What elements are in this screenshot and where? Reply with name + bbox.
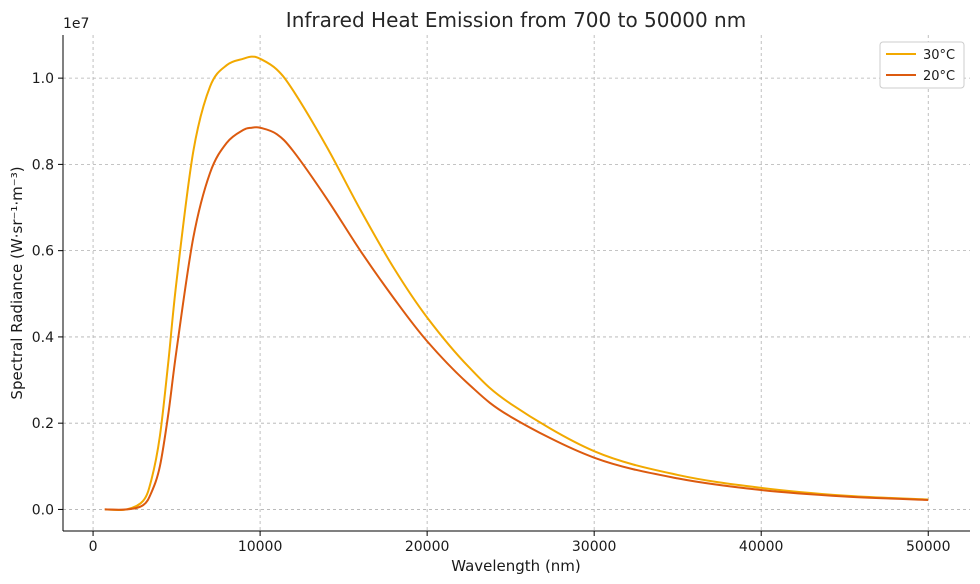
y-tick-label: 1.0 [32, 71, 54, 87]
chart-title: Infrared Heat Emission from 700 to 50000… [286, 8, 746, 32]
x-axis-label: Wavelength (nm) [451, 557, 581, 575]
y-tick-label: 0.8 [32, 157, 54, 173]
legend-label-20c: 20°C [923, 69, 955, 84]
x-tick-label: 10000 [238, 539, 283, 555]
tick-layer: 0 10000 20000 30000 40000 50000 0.0 0.2 0.4 0.6 0.… [32, 71, 951, 555]
y-tick-label: 0.2 [32, 416, 54, 432]
y-tick-label: 0.0 [32, 502, 54, 518]
legend: 30°C 20°C [879, 41, 965, 89]
x-tick-label: 0 [89, 539, 98, 555]
x-tick-label: 30000 [572, 539, 617, 555]
legend-label-30c: 30°C [923, 48, 955, 63]
grid-layer [63, 35, 970, 531]
series-line-30c [104, 55, 929, 512]
y-offset-label: 1e7 [63, 16, 89, 32]
x-tick-label: 50000 [906, 539, 951, 555]
series-line-20c [104, 126, 929, 511]
series-layer [104, 55, 929, 512]
y-tick-label: 0.4 [32, 330, 54, 346]
y-axis-label: Spectral Radiance (W·sr⁻¹·m⁻³) [8, 166, 26, 399]
x-tick-label: 20000 [405, 539, 450, 555]
x-tick-label: 40000 [739, 539, 784, 555]
y-tick-label: 0.6 [32, 244, 54, 260]
